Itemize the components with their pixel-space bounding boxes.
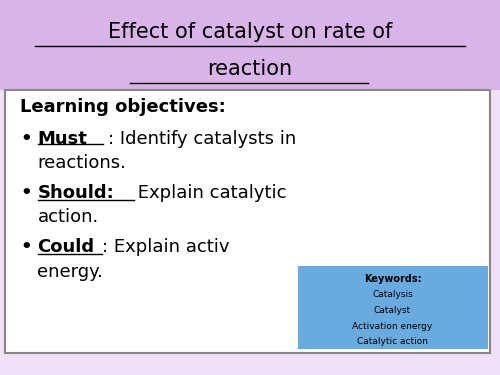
Text: Explain catalytic: Explain catalytic — [132, 184, 287, 202]
Text: Catalyst: Catalyst — [374, 306, 411, 315]
Text: : Identify catalysts in: : Identify catalysts in — [108, 130, 296, 148]
FancyBboxPatch shape — [5, 90, 490, 352]
Text: reactions.: reactions. — [38, 154, 126, 172]
Text: •: • — [20, 184, 32, 202]
Text: Could: Could — [38, 238, 94, 256]
Text: Effect of catalyst on rate of: Effect of catalyst on rate of — [108, 22, 392, 42]
Text: Catalytic action: Catalytic action — [357, 338, 428, 346]
Text: reaction: reaction — [208, 59, 292, 80]
Text: Must: Must — [38, 130, 88, 148]
Text: Catalysis: Catalysis — [372, 290, 413, 299]
FancyBboxPatch shape — [298, 266, 488, 349]
Text: action.: action. — [38, 209, 99, 226]
Text: Should:: Should: — [38, 184, 114, 202]
FancyBboxPatch shape — [0, 0, 500, 90]
Text: : Explain activ: : Explain activ — [102, 238, 230, 256]
Text: energy.: energy. — [38, 263, 104, 281]
Text: •: • — [20, 130, 32, 148]
Text: •: • — [20, 238, 32, 256]
Text: Learning objectives:: Learning objectives: — [20, 98, 226, 116]
Text: Activation energy: Activation energy — [352, 322, 432, 331]
Text: Keywords:: Keywords: — [364, 274, 422, 285]
